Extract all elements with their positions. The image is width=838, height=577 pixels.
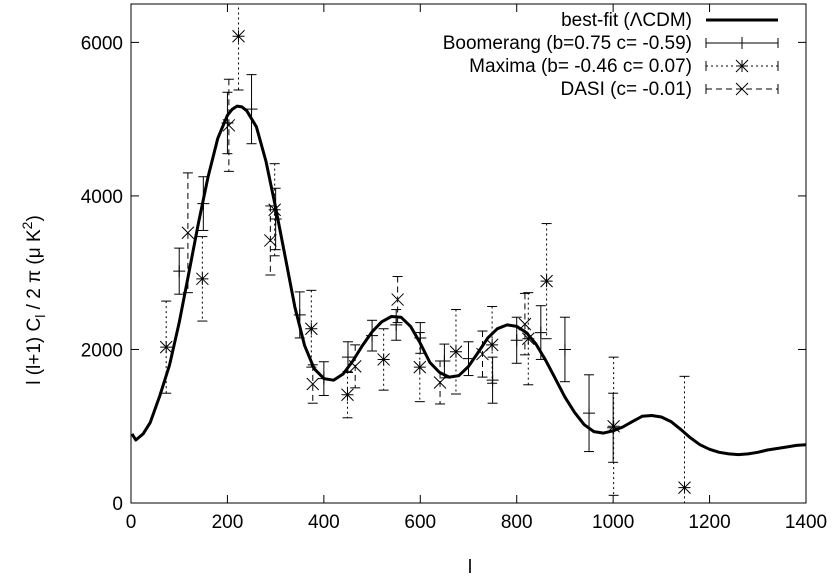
data-point: [304, 322, 318, 336]
data-point: [583, 407, 596, 420]
data-point: [232, 29, 245, 43]
x-tick-label: 0: [126, 512, 137, 533]
plot-clipped: [131, 4, 806, 503]
series-line-best-fit: [131, 104, 806, 457]
data-point: [558, 343, 571, 356]
data-point: [181, 226, 195, 240]
data-point: [306, 377, 320, 391]
y-axis-label-part: μ: [24, 247, 45, 258]
data-point: [476, 347, 489, 361]
data-point: [607, 419, 620, 433]
legend-label: best-fit (ΛCDM): [561, 10, 692, 31]
data-point: [510, 334, 523, 347]
data-point: [341, 351, 354, 364]
series-2: [159, 4, 691, 503]
data-point: [159, 340, 173, 354]
y-tick-label: 2000: [81, 340, 123, 361]
data-point: [485, 338, 499, 352]
data-point: [173, 265, 186, 278]
data-point: [293, 308, 306, 321]
x-tick-label: 1400: [785, 512, 827, 533]
legend-label: Maxima (b= -0.46 c= 0.07): [469, 56, 692, 77]
y-axis-label-part: 2: [19, 221, 35, 229]
data-point: [521, 332, 535, 346]
y-tick-label: 4000: [81, 187, 123, 208]
legend: best-fit (ΛCDM)Boomerang (b=0.75 c= -0.5…: [443, 10, 779, 100]
data-point: [377, 353, 390, 366]
legend-label: DASI (c= -0.01): [561, 79, 692, 100]
plot-area: [131, 4, 806, 503]
data-point: [518, 317, 532, 331]
data-point: [222, 118, 236, 132]
data-point: [197, 197, 210, 210]
data-point: [449, 345, 463, 359]
x-tick-label: 200: [212, 512, 244, 533]
data-point: [413, 360, 427, 374]
legend-marker: [735, 82, 749, 96]
y-axis-label-part: ): [24, 215, 45, 221]
y-axis-label-part: l: [32, 315, 48, 318]
data-point: [268, 203, 282, 217]
data-point: [341, 388, 354, 402]
x-tick-label: 600: [404, 512, 436, 533]
data-point: [390, 318, 403, 331]
x-tick-label: 400: [308, 512, 340, 533]
y-tick-label: 6000: [81, 33, 123, 54]
grid-and-axes: 0 200 400 600 800 1000 1200 1400 0 2000 4000 6000: [81, 3, 827, 533]
data-point: [263, 234, 277, 247]
x-tick-label: 800: [501, 512, 533, 533]
x-axis-label: l: [468, 557, 472, 577]
legend-marker: [736, 37, 748, 49]
data-point: [348, 359, 362, 373]
data-point: [269, 212, 282, 225]
data-point: [317, 372, 330, 385]
data-point: [433, 376, 447, 389]
data-point: [196, 272, 209, 286]
data-point: [366, 329, 379, 342]
y-axis-label-part: / 2: [24, 283, 45, 315]
data-point: [462, 352, 475, 365]
x-tick-label: 1000: [592, 512, 634, 533]
plot-frame: [130, 3, 807, 504]
y-axis-label: l (l+1) Cl / 2 π (μ K2): [19, 215, 48, 385]
legend-marker: [735, 59, 749, 73]
data-point: [540, 274, 553, 288]
data-point: [245, 103, 258, 116]
data-point: [486, 374, 499, 387]
y-axis-label-part: π: [24, 270, 45, 283]
series-3: [181, 78, 532, 405]
y-tick-label: 0: [112, 494, 123, 515]
y-axis-label-part: l (l+1) C: [24, 318, 45, 385]
legend-label: Boomerang (b=0.75 c= -0.59): [443, 33, 692, 54]
y-axis-label-part: (: [24, 258, 45, 270]
y-axis-label-part: K: [24, 229, 45, 247]
x-tick-label: 1200: [688, 512, 730, 533]
series-1: [173, 74, 620, 463]
data-point: [678, 481, 691, 494]
data-point: [391, 293, 404, 306]
data-point: [534, 326, 547, 339]
